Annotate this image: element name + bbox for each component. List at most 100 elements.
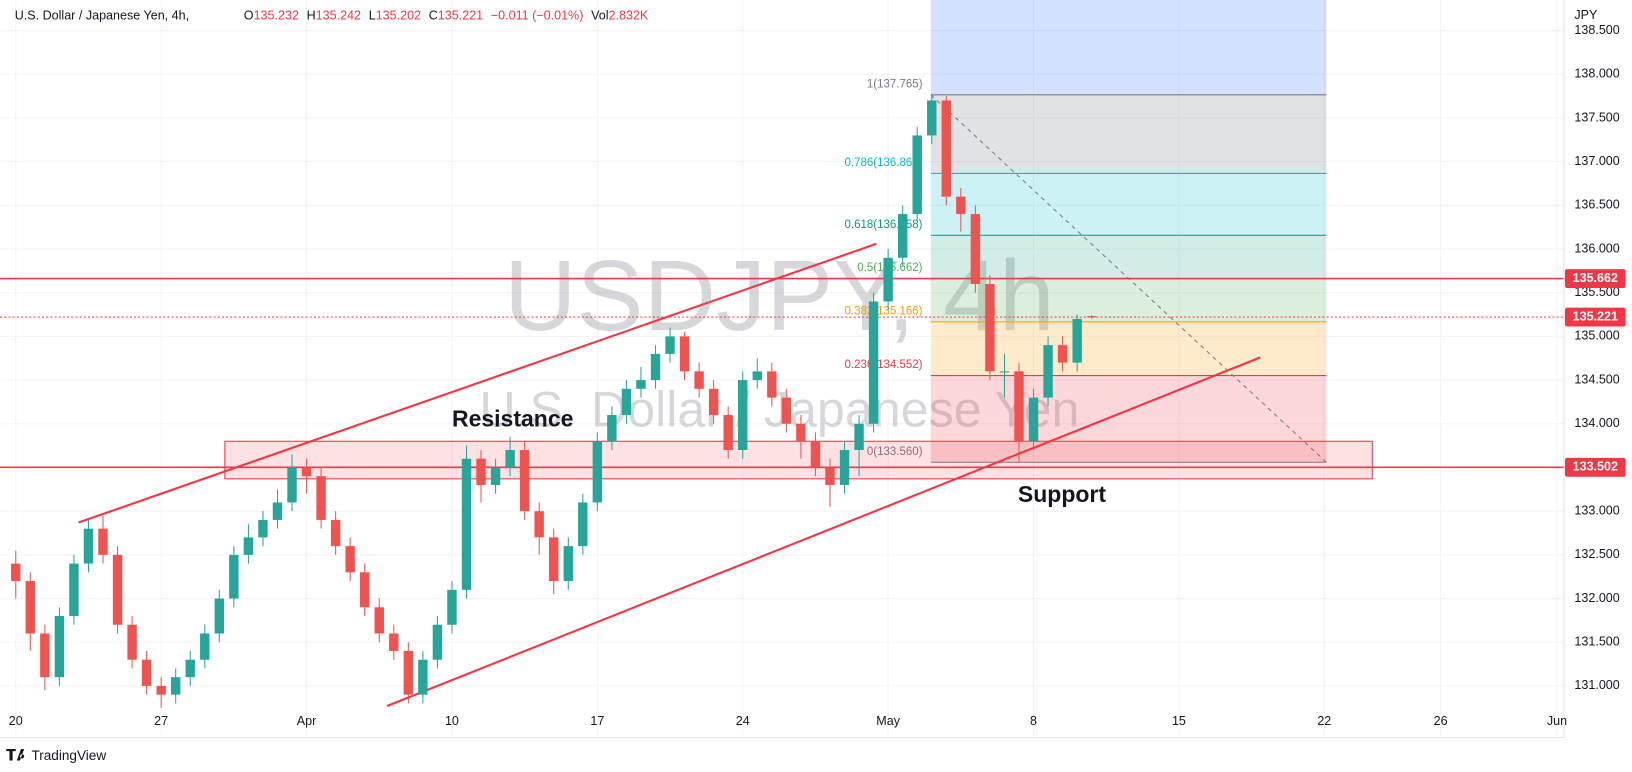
- trendline: [78, 242, 877, 524]
- candle-body: [912, 135, 922, 215]
- watermark-title: USDJPY, 4h: [504, 240, 1055, 352]
- candle-body: [563, 546, 573, 582]
- candle-body: [214, 598, 225, 634]
- plot: USDJPY, 4h U.S. Dollar / Japanese Yen 1(13…: [0, 0, 1564, 738]
- candle-body: [83, 528, 94, 564]
- x-tick-label: 8: [1030, 714, 1037, 728]
- candle-body: [272, 502, 283, 520]
- ohlc-value: 135.242: [316, 9, 361, 23]
- x-tick-label: 10: [445, 714, 459, 728]
- price-label: 135.662: [1573, 271, 1618, 285]
- fib-label: 0.236(134.552): [845, 359, 923, 371]
- fib-label: 0(133.560): [867, 446, 923, 458]
- candle-body: [360, 572, 370, 608]
- candle-body: [1057, 345, 1068, 363]
- candle-body: [505, 450, 515, 468]
- tradingview-logo[interactable]: TradingView: [6, 748, 106, 763]
- candle-body: [636, 380, 646, 389]
- fib-band: [930, 0, 1327, 95]
- header: U.S. Dollar / Japanese Yen, 4h, O135.232…: [15, 9, 649, 23]
- candle-body: [897, 214, 908, 258]
- y-tick-label: 131.500: [1574, 635, 1619, 649]
- candle-body: [200, 633, 210, 660]
- candle-body: [447, 589, 457, 625]
- volume-value: 2.832K: [609, 9, 649, 23]
- x-tick-label: 15: [1172, 714, 1186, 728]
- x-tick-label: 20: [9, 714, 23, 728]
- y-tick-label: 137.500: [1574, 110, 1619, 124]
- candle-body: [723, 415, 733, 451]
- candle-body: [868, 301, 879, 424]
- candle-body: [1072, 318, 1082, 363]
- candle-body: [403, 650, 414, 695]
- price-label-box: [1564, 307, 1626, 327]
- candle-body: [1014, 371, 1024, 442]
- symbol: U.S. Dollar / Japanese Yen, 4h,: [15, 9, 189, 23]
- candle-body: [650, 353, 661, 381]
- change: −0.011 (−0.01%): [491, 9, 584, 23]
- candle-body: [1043, 345, 1053, 398]
- logo-icon: [6, 748, 25, 761]
- ohlc-value: 135.232: [254, 9, 299, 23]
- ohlc-label: O: [244, 9, 254, 23]
- candle-body: [738, 380, 748, 451]
- y-tick-label: 136.000: [1574, 241, 1619, 255]
- fib-band: [930, 321, 1327, 376]
- candle-body: [694, 371, 704, 389]
- ohlc-label: C: [429, 9, 438, 23]
- y-tick-label: 135.500: [1574, 285, 1619, 299]
- candle-body: [374, 607, 384, 634]
- candle-body: [389, 633, 399, 651]
- x-tick-label: Jun: [1547, 714, 1567, 728]
- ohlc-label: L: [369, 9, 376, 23]
- x-tick-label: May: [876, 714, 900, 728]
- y-tick-label: 138.000: [1574, 67, 1619, 81]
- ohlc-value: 135.202: [376, 9, 421, 23]
- candle-body: [170, 677, 181, 695]
- watermark-subtitle: U.S. Dollar / Japanese Yen: [479, 381, 1079, 437]
- price-label-box: [1564, 457, 1626, 477]
- candle-body: [490, 467, 501, 485]
- price-label-box: [1564, 269, 1626, 288]
- candle-body: [810, 441, 821, 468]
- candle-body: [796, 423, 806, 442]
- candle-body: [476, 458, 486, 485]
- x-tick-label: 27: [154, 714, 168, 728]
- fib-label: 0.382(135.166): [845, 305, 923, 317]
- y-tick-label: 136.500: [1574, 198, 1619, 212]
- candle-body: [461, 458, 472, 590]
- zone: [224, 440, 1373, 480]
- y-tick-label: 138.500: [1574, 23, 1619, 37]
- candle-body: [54, 616, 65, 678]
- candle-body: [345, 546, 355, 573]
- candle-body: [549, 537, 559, 582]
- x-tick-label: 22: [1317, 714, 1331, 728]
- candle-body: [752, 371, 762, 381]
- volume-label: Vol: [591, 9, 608, 23]
- fib-band: [930, 278, 1327, 322]
- candle-body: [679, 336, 690, 372]
- fib-label: 0.786(136.865): [845, 157, 923, 169]
- fib-band: [930, 375, 1327, 463]
- annotation: Support: [1018, 481, 1106, 507]
- candle-body: [330, 519, 341, 547]
- candle-body: [839, 450, 850, 485]
- candle-body: [301, 467, 312, 477]
- x-tick-label: Apr: [297, 714, 317, 728]
- candle-body: [69, 563, 79, 617]
- candle-body: [229, 554, 239, 599]
- y-tick-label: 133.000: [1574, 503, 1619, 517]
- candle-body: [592, 441, 603, 503]
- y-tick-label: 132.000: [1574, 591, 1619, 605]
- y-tick-label: 137.000: [1574, 154, 1619, 168]
- candle-body: [519, 450, 530, 512]
- y-tick-label: 131.000: [1574, 678, 1619, 692]
- candle-body: [927, 100, 937, 136]
- candle-body: [25, 581, 36, 634]
- y-tick-label: 134.000: [1574, 416, 1619, 430]
- ohlc-label: H: [307, 9, 316, 23]
- candle-body: [418, 659, 428, 695]
- fib-band: [930, 94, 1327, 174]
- x-tick-label: 26: [1434, 714, 1448, 728]
